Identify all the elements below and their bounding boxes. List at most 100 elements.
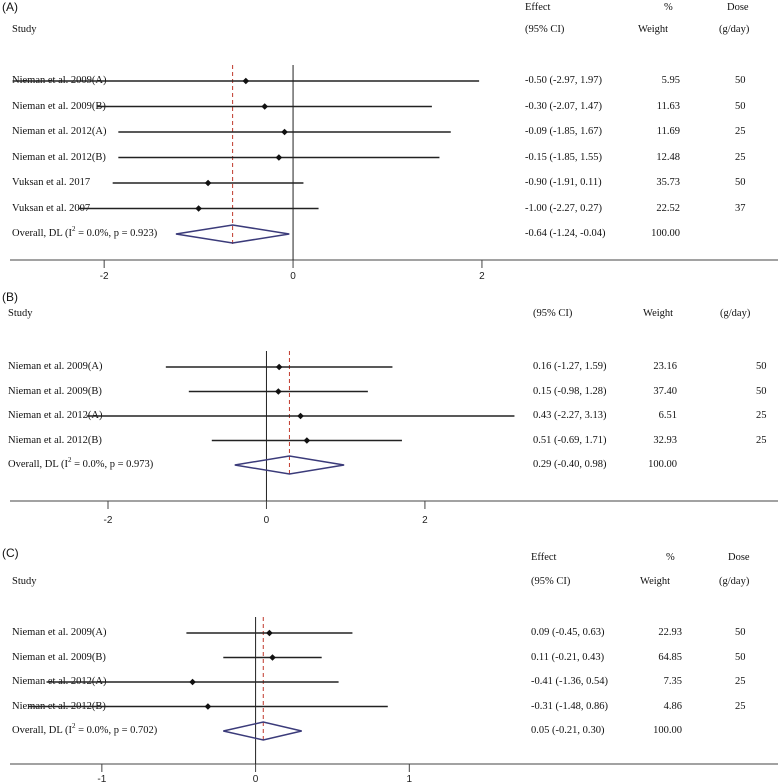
panel-label: (B) bbox=[2, 290, 18, 304]
x-tick-label: 0 bbox=[253, 774, 259, 782]
dose-value: 50 bbox=[735, 177, 746, 188]
weight-value: 37.40 bbox=[653, 385, 677, 397]
dose-value: 50 bbox=[735, 651, 746, 663]
effect-ci-value: 0.43 (-2.27, 3.13) bbox=[533, 410, 607, 421]
dose-unit-header: (g/day) bbox=[720, 308, 751, 319]
dose-value: 25 bbox=[735, 151, 746, 163]
dose-value: 50 bbox=[756, 361, 767, 372]
ci-header: (95% CI) bbox=[531, 576, 571, 587]
point-estimate-marker bbox=[275, 388, 282, 395]
dose-unit-header: (g/day) bbox=[719, 576, 750, 587]
dose-value: 50 bbox=[735, 75, 746, 86]
weight-value: 32.93 bbox=[653, 434, 677, 446]
panel-label: (C) bbox=[2, 546, 19, 560]
dose-value: 25 bbox=[756, 434, 767, 446]
weight-value: 22.52 bbox=[656, 202, 680, 214]
overall-label-text: Overall, DL (I bbox=[8, 459, 68, 470]
point-estimate-marker bbox=[303, 437, 311, 444]
effect-ci-value: -0.90 (-1.91, 0.11) bbox=[525, 177, 602, 188]
weight-header: Weight bbox=[640, 576, 671, 587]
forest-plot-a: -2 0 2 bbox=[10, 65, 778, 282]
x-tick-label: -2 bbox=[100, 271, 109, 282]
effect-ci-value: 0.51 (-0.69, 1.71) bbox=[533, 434, 607, 446]
point-estimate-marker bbox=[297, 412, 304, 420]
study-name: Nieman et al. 2009(B) bbox=[12, 100, 106, 112]
effect-ci-value: 0.15 (-0.98, 1.28) bbox=[533, 385, 607, 397]
weight-value: 64.85 bbox=[658, 651, 682, 663]
study-name: Nieman et al. 2012(A) bbox=[12, 126, 107, 137]
overall-ci-value: 0.05 (-0.21, 0.30) bbox=[531, 725, 605, 736]
overall-label: Overall, DL (I2 = 0.0%, p = 0.923) bbox=[12, 225, 158, 240]
overall-weight-value: 100.00 bbox=[653, 725, 682, 736]
study-name: Nieman et al. 2012(B) bbox=[8, 434, 102, 446]
weight-value: 5.95 bbox=[661, 75, 680, 86]
x-tick-label: -1 bbox=[97, 774, 106, 782]
weight-value: 4.86 bbox=[663, 700, 682, 712]
overall-label-text: Overall, DL (I bbox=[12, 228, 72, 239]
effect-ci-value: -0.50 (-2.97, 1.97) bbox=[525, 75, 602, 86]
point-estimate-marker bbox=[269, 654, 276, 661]
forest-plot-panel-a: (A) Study Effect (95% CI) % Weight Dose … bbox=[0, 0, 778, 282]
effect-ci-value: -0.30 (-2.07, 1.47) bbox=[525, 100, 602, 112]
weight-header: Weight bbox=[643, 308, 674, 319]
dose-value: 25 bbox=[756, 410, 767, 421]
overall-label-stats: = 0.0%, p = 0.923) bbox=[75, 228, 158, 239]
study-header: Study bbox=[12, 24, 37, 35]
effect-ci-value: 0.16 (-1.27, 1.59) bbox=[533, 361, 607, 372]
overall-label: Overall, DL (I2 = 0.0%, p = 0.702) bbox=[12, 722, 158, 737]
x-tick-label: 1 bbox=[407, 774, 413, 782]
study-name: Nieman et al. 2009(B) bbox=[12, 651, 106, 663]
study-header: Study bbox=[12, 576, 37, 587]
overall-weight-value: 100.00 bbox=[648, 459, 677, 470]
weight-header: Weight bbox=[638, 24, 669, 35]
dose-header: Dose bbox=[727, 2, 749, 13]
percent-header: % bbox=[666, 552, 675, 563]
ci-header: (95% CI) bbox=[525, 24, 565, 35]
study-name: Nieman et al. 2009(A) bbox=[12, 627, 107, 638]
overall-label-stats: = 0.0%, p = 0.973) bbox=[71, 459, 154, 470]
dose-value: 50 bbox=[735, 627, 746, 638]
percent-header: % bbox=[664, 2, 673, 13]
study-name: Nieman et al. 2009(B) bbox=[8, 385, 102, 397]
dose-value: 25 bbox=[735, 676, 746, 687]
weight-value: 23.16 bbox=[653, 361, 677, 372]
overall-label-superscript: 2 bbox=[67, 456, 72, 464]
overall-label-stats: = 0.0%, p = 0.702) bbox=[75, 725, 158, 736]
study-name: Nieman et al. 2012(A) bbox=[8, 410, 103, 421]
weight-value: 6.51 bbox=[658, 410, 677, 421]
study-name: Vuksan et al. 2017 bbox=[12, 177, 91, 188]
dose-value: 37 bbox=[735, 202, 746, 214]
effect-ci-value: -0.41 (-1.36, 0.54) bbox=[531, 676, 608, 687]
overall-ci-value: -0.64 (-1.24, -0.04) bbox=[525, 228, 606, 239]
effect-header: Effect bbox=[531, 552, 557, 563]
point-estimate-marker bbox=[275, 363, 283, 371]
dose-value: 50 bbox=[735, 100, 746, 112]
overall-label: Overall, DL (I2 = 0.0%, p = 0.973) bbox=[8, 456, 154, 471]
point-estimate-marker bbox=[204, 179, 212, 187]
point-estimate-marker bbox=[242, 77, 250, 85]
forest-plot-panel-c: (C) Study Effect (95% CI) % Weight Dose … bbox=[0, 544, 778, 782]
x-tick-label: 0 bbox=[264, 515, 270, 526]
point-estimate-marker bbox=[189, 678, 196, 686]
weight-value: 22.93 bbox=[658, 627, 682, 638]
dose-value: 25 bbox=[735, 700, 746, 712]
point-estimate-marker bbox=[195, 205, 202, 212]
weight-value: 11.63 bbox=[656, 100, 680, 112]
effect-ci-value: 0.09 (-0.45, 0.63) bbox=[531, 627, 605, 638]
point-estimate-marker bbox=[281, 128, 288, 136]
dose-unit-header: (g/day) bbox=[719, 24, 750, 35]
effect-ci-value: -0.31 (-1.48, 0.86) bbox=[531, 700, 608, 712]
effect-ci-value: -0.09 (-1.85, 1.67) bbox=[525, 126, 602, 137]
study-name: Nieman et al. 2009(A) bbox=[8, 361, 103, 372]
effect-header: Effect bbox=[525, 2, 551, 13]
overall-label-superscript: 2 bbox=[71, 225, 76, 233]
forest-plot-c: -1 0 1 bbox=[10, 617, 778, 782]
dose-value: 25 bbox=[735, 126, 746, 137]
overall-label-superscript: 2 bbox=[71, 722, 76, 730]
x-tick-label: 2 bbox=[479, 271, 485, 282]
weight-value: 11.69 bbox=[656, 126, 680, 137]
point-estimate-marker bbox=[261, 103, 269, 110]
effect-ci-value: -0.15 (-1.85, 1.55) bbox=[525, 151, 602, 163]
weight-value: 12.48 bbox=[656, 151, 680, 163]
effect-ci-value: 0.11 (-0.21, 0.43) bbox=[531, 651, 605, 663]
